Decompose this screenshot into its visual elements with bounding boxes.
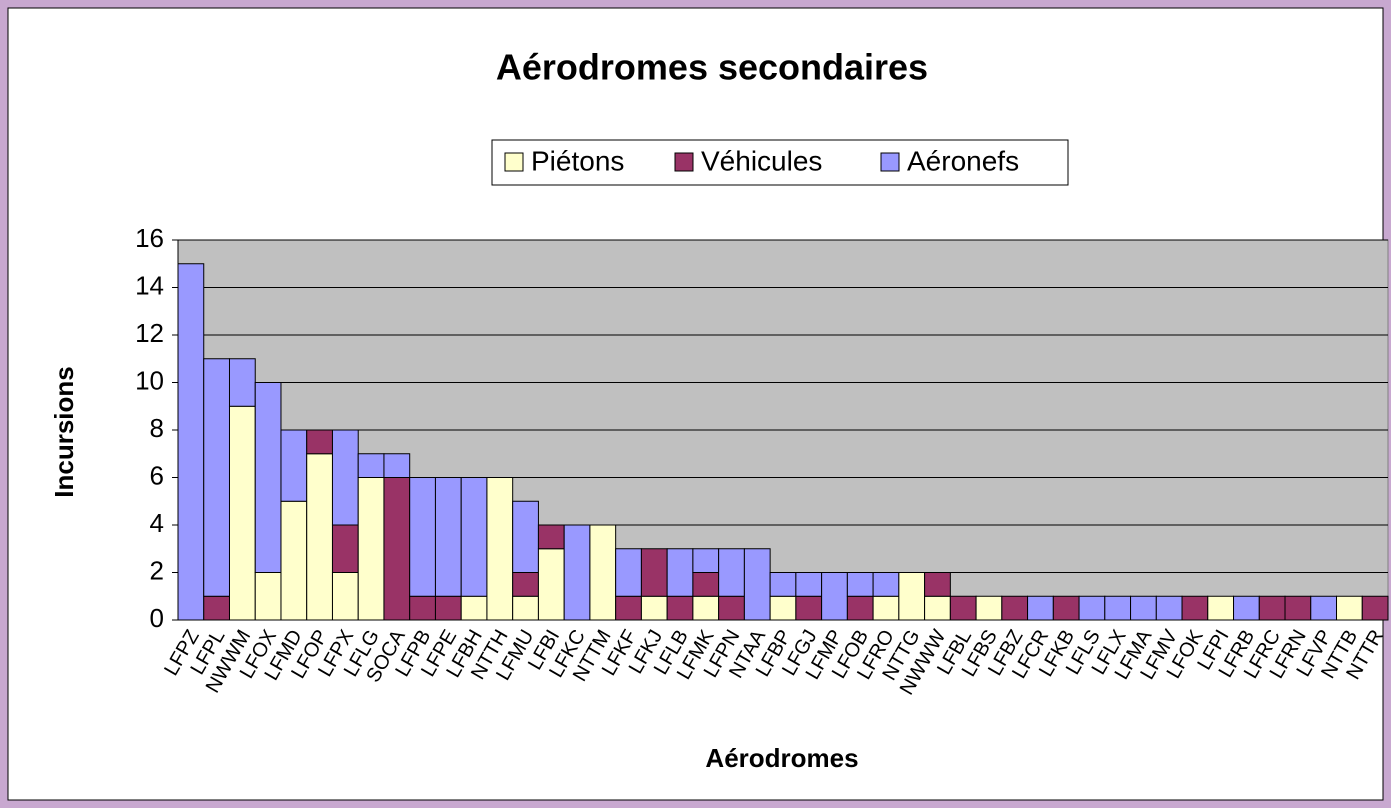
bar-segment <box>357 477 385 621</box>
bar-segment <box>1052 595 1080 621</box>
bar-segment <box>203 358 230 597</box>
bar-segment <box>1130 595 1157 621</box>
bar-segment <box>512 572 539 597</box>
bar-segment <box>537 548 565 621</box>
legend-label: Véhicules <box>701 145 822 176</box>
bar-segment <box>718 595 745 621</box>
bar-segment <box>512 500 539 573</box>
bar-segment <box>898 572 926 621</box>
legend-swatch <box>880 152 900 172</box>
bar-segment <box>692 548 720 573</box>
bar-segment <box>1001 595 1029 621</box>
bar-segment <box>846 572 874 597</box>
bar-segment <box>177 263 205 621</box>
bar-segment <box>640 595 668 621</box>
bar-segment <box>331 429 359 526</box>
bar-segment <box>1181 595 1209 621</box>
bar-segment <box>1104 595 1132 621</box>
bar-segment <box>924 595 951 621</box>
y-tick-label: 4 <box>150 508 164 538</box>
bar-segment <box>769 572 797 597</box>
bar-segment <box>383 477 411 621</box>
bar-segment <box>486 477 514 621</box>
bar-segment <box>640 548 668 597</box>
legend-box <box>491 139 1069 186</box>
bar-segment <box>589 524 617 621</box>
bar-segment <box>383 453 411 478</box>
bar-segment <box>306 453 333 621</box>
bar-segment <box>460 477 488 597</box>
bar-segment <box>949 595 977 621</box>
legend-label: Aéronefs <box>907 145 1019 176</box>
bar-segment <box>743 548 771 621</box>
bar-segment <box>228 358 256 407</box>
y-tick-label: 10 <box>135 365 164 395</box>
chart-title: Aérodromes secondaires <box>496 47 928 88</box>
legend-swatch <box>674 152 694 172</box>
bar-segment <box>409 595 436 621</box>
bar-segment <box>872 595 900 621</box>
legend-label: Piétons <box>531 145 624 176</box>
bar-segment <box>1078 595 1106 621</box>
bar-segment <box>512 595 539 621</box>
x-axis-label: Aérodromes <box>705 743 858 773</box>
y-tick-label: 6 <box>150 460 164 490</box>
bar-segment <box>331 524 359 573</box>
bar-segment <box>228 405 256 621</box>
bar-segment <box>795 572 823 597</box>
bar-segment <box>203 595 230 621</box>
bar-segment <box>872 572 900 597</box>
bar-segment <box>692 595 720 621</box>
y-tick-label: 12 <box>135 318 164 348</box>
bar-segment <box>846 595 874 621</box>
bar-segment <box>563 524 591 621</box>
bar-segment <box>1155 595 1183 621</box>
bar-segment <box>666 595 694 621</box>
bar-segment <box>1310 595 1338 621</box>
bar-segment <box>1258 595 1286 621</box>
bar-segment <box>615 548 642 597</box>
bar-segment <box>1207 595 1235 621</box>
bar-segment <box>924 572 951 597</box>
bar-segment <box>306 429 333 455</box>
y-tick-label: 16 <box>135 223 164 253</box>
bar-segment <box>280 500 308 621</box>
bar-segment <box>1233 595 1260 621</box>
y-tick-label: 14 <box>135 270 164 300</box>
bar-segment <box>1284 595 1312 621</box>
bar-segment <box>537 524 565 550</box>
bar-segment <box>460 595 488 621</box>
bar-segment <box>975 595 1003 621</box>
bar-segment <box>795 595 823 621</box>
bar-segment <box>254 382 282 573</box>
bar-segment <box>434 477 462 597</box>
legend-swatch <box>504 152 524 172</box>
bar-segment <box>434 595 462 621</box>
bar-segment <box>1361 595 1389 621</box>
bar-segment <box>1027 595 1054 621</box>
y-tick-label: 0 <box>150 603 164 633</box>
bar-segment <box>280 429 308 502</box>
bar-segment <box>821 572 848 621</box>
bar-segment <box>666 548 694 597</box>
bar-segment <box>409 477 436 597</box>
bar-segment <box>615 595 642 621</box>
bar-segment <box>331 572 359 621</box>
bar-segment <box>254 572 282 621</box>
y-tick-label: 2 <box>150 555 164 585</box>
bar-segment <box>357 453 385 478</box>
y-tick-label: 8 <box>150 413 164 443</box>
bar-segment <box>692 572 720 597</box>
bar-segment <box>1336 595 1363 621</box>
y-axis-label: Incursions <box>49 366 79 497</box>
bar-segment <box>769 595 797 621</box>
bar-segment <box>718 548 745 597</box>
